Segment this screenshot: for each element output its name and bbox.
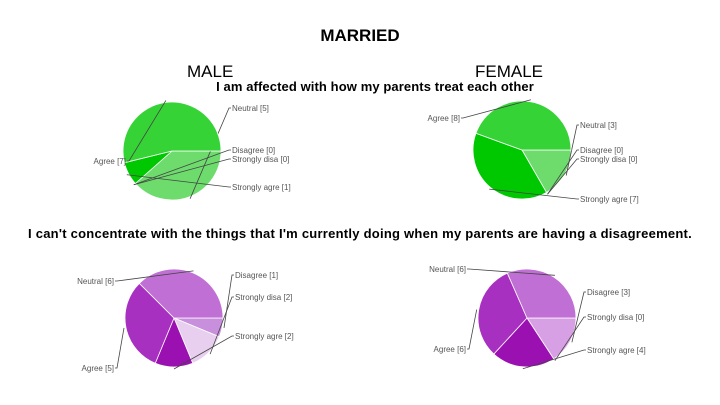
- leader-line: [461, 99, 532, 119]
- leader-line: [115, 270, 194, 282]
- slice-label: Strongly agre [4]: [587, 346, 646, 355]
- leader-line: [126, 174, 231, 188]
- slice-label: Strongly disa [2]: [235, 293, 292, 302]
- leader-line: [127, 100, 167, 162]
- leader-line: [554, 316, 586, 361]
- leader-line: [223, 274, 234, 328]
- leader-line: [489, 188, 579, 200]
- pie-chart-2: Neutral [3] Disagree [0]Strongly disa [0]…: [428, 99, 639, 204]
- slice-label: Strongly agre [2]: [235, 332, 294, 341]
- question-1: I am affected with how my parents treat …: [216, 79, 534, 94]
- slice-label: Disagree [0]: [232, 146, 275, 155]
- slice-label: Disagree [1]: [235, 271, 278, 280]
- pie-slice: [526, 317, 577, 360]
- leader-line: [115, 327, 125, 369]
- leader-line: [133, 149, 231, 186]
- pie-slice: [493, 317, 555, 368]
- leader-line: [571, 291, 586, 343]
- pie-slice: [472, 132, 548, 200]
- slice-label: Neutral [6]: [77, 277, 114, 286]
- slice-label: Disagree [0]: [580, 146, 623, 155]
- slice-label: Strongly disa [0]: [232, 155, 289, 164]
- slice-label: Disagree [3]: [587, 288, 630, 297]
- leader-line: [173, 335, 234, 370]
- slice-label: Strongly disa [0]: [587, 313, 644, 322]
- pie-slice: [122, 101, 222, 164]
- slice-label: Strongly agre [7]: [580, 195, 639, 204]
- leader-line: [467, 268, 555, 276]
- male-label: MALE: [187, 62, 234, 81]
- pie-slice: [477, 272, 528, 355]
- pie-chart-4: Disagree [3] Strongly disa [0] Strongly ag…: [429, 265, 646, 370]
- leader-line: [547, 158, 579, 195]
- pie-slice: [134, 150, 222, 201]
- slice-label: Strongly agre [1]: [232, 183, 291, 192]
- slice-label: Agree [7]: [94, 157, 126, 166]
- pie-slice: [475, 100, 572, 151]
- slice-label: Neutral [5]: [232, 104, 269, 113]
- slice-label: Strongly disa [0]: [580, 155, 637, 164]
- pie-slice: [138, 268, 224, 319]
- leader-line: [547, 149, 579, 195]
- slice-label: Neutral [6]: [429, 265, 466, 274]
- female-label: FEMALE: [475, 62, 544, 81]
- pie-slice: [506, 268, 577, 319]
- slice-label: Agree [6]: [434, 345, 466, 354]
- slice-label: Neutral [3]: [580, 121, 617, 130]
- pie-slice: [124, 282, 175, 364]
- slice-label: Agree [8]: [428, 114, 460, 123]
- leader-line: [467, 309, 478, 350]
- leader-line: [565, 124, 579, 176]
- slice-label: Agree [5]: [82, 364, 114, 373]
- leader-line: [133, 158, 231, 186]
- page-title: MARRIED: [320, 26, 400, 45]
- pie-chart-3: Disagree [1] Strongly disa [2] Strongly ag…: [77, 268, 294, 373]
- question-2: I can't concentrate with the things that…: [27, 226, 692, 241]
- leader-line: [189, 107, 231, 199]
- pie-chart-1: Neutral [5] Disagree [0]Strongly disa [0]…: [94, 100, 291, 201]
- leader-line: [209, 296, 234, 355]
- leader-line: [522, 349, 586, 370]
